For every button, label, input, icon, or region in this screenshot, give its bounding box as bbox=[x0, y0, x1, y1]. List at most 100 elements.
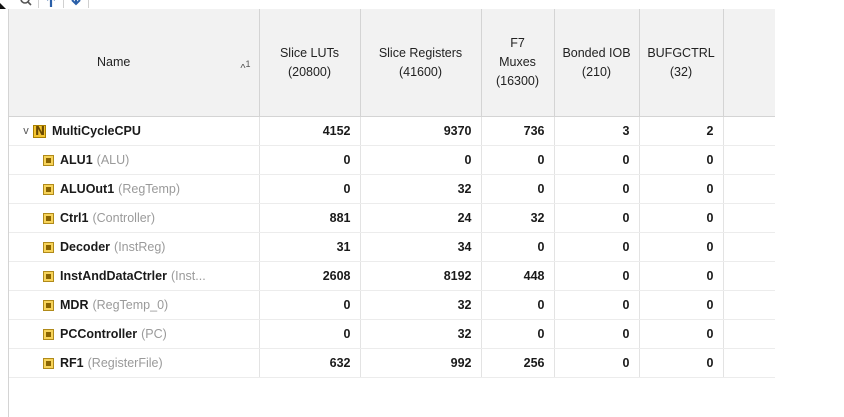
utilization-table-panel: Name ^1 Slice LUTs (20800) Slice Registe… bbox=[8, 9, 844, 417]
column-header-capacity: (41600) bbox=[398, 64, 443, 79]
instance-name: InstAndDataCtrler bbox=[60, 269, 167, 283]
module-icon bbox=[43, 357, 54, 369]
module-name: (RegTemp_0) bbox=[92, 298, 169, 312]
filler-cell bbox=[723, 348, 775, 378]
filler-cell bbox=[723, 174, 775, 204]
name-cell: Decoder (InstReg) bbox=[9, 232, 260, 262]
table-row[interactable]: InstAndDataCtrler (Inst... 2608 8192 448 0 0 bbox=[9, 261, 775, 291]
column-header-label: Slice Registers bbox=[378, 45, 463, 60]
table-row[interactable]: ALU1 (ALU) 0 0 0 0 0 bbox=[9, 145, 775, 175]
value-cell: 32 bbox=[360, 319, 482, 349]
module-icon bbox=[43, 183, 54, 195]
instance-name: PCController bbox=[60, 327, 138, 341]
module-name: (Controller) bbox=[92, 211, 155, 225]
name-cell: MDR (RegTemp_0) bbox=[9, 290, 260, 320]
header-row: Name ^1 Slice LUTs (20800) Slice Registe… bbox=[9, 9, 775, 117]
module-icon bbox=[43, 154, 54, 166]
value-cell: 0 bbox=[481, 145, 555, 175]
instance-name: MultiCycleCPU bbox=[52, 124, 141, 138]
instance-name: RF1 bbox=[60, 356, 84, 370]
value-cell: 8192 bbox=[360, 261, 482, 291]
instance-name: Decoder bbox=[60, 240, 111, 254]
value-cell: 24 bbox=[360, 203, 482, 233]
value-cell: 0 bbox=[554, 319, 640, 349]
value-cell: 0 bbox=[481, 319, 555, 349]
value-cell: 0 bbox=[639, 290, 724, 320]
column-header-label: Name bbox=[97, 55, 131, 69]
value-cell: 0 bbox=[639, 174, 724, 204]
filler-cell bbox=[723, 232, 775, 262]
value-cell: 2608 bbox=[259, 261, 361, 291]
value-cell: 32 bbox=[360, 174, 482, 204]
column-header-name[interactable]: Name ^1 bbox=[9, 9, 260, 117]
value-cell: 736 bbox=[481, 116, 555, 146]
name-cell: Ctrl1 (Controller) bbox=[9, 203, 260, 233]
column-header-f7-muxes[interactable]: F7 Muxes (16300) bbox=[481, 9, 555, 117]
column-header-slice-luts[interactable]: Slice LUTs (20800) bbox=[259, 9, 361, 117]
module-name: (PC) bbox=[141, 327, 167, 341]
table-row[interactable]: RF1 (RegisterFile) 632 992 256 0 0 bbox=[9, 348, 775, 378]
value-cell: 0 bbox=[639, 261, 724, 291]
column-header-label: Slice LUTs bbox=[279, 45, 340, 60]
instance-name: ALU1 bbox=[60, 153, 93, 167]
sort-down-icon[interactable] bbox=[68, 0, 84, 8]
name-cell: InstAndDataCtrler (Inst... bbox=[9, 261, 260, 291]
filler-cell bbox=[723, 261, 775, 291]
value-cell: 632 bbox=[259, 348, 361, 378]
column-header-bufgctrl[interactable]: BUFGCTRL (32) bbox=[639, 9, 724, 117]
module-name: (RegTemp) bbox=[118, 182, 180, 196]
value-cell: 0 bbox=[259, 174, 361, 204]
value-cell: 0 bbox=[554, 290, 640, 320]
value-cell: 4152 bbox=[259, 116, 361, 146]
module-icon bbox=[43, 270, 54, 282]
value-cell: 0 bbox=[481, 174, 555, 204]
value-cell: 0 bbox=[554, 174, 640, 204]
column-header-capacity: (20800) bbox=[287, 64, 332, 79]
table-row[interactable]: ALUOut1 (RegTemp) 0 32 0 0 0 bbox=[9, 174, 775, 204]
value-cell: 0 bbox=[481, 290, 555, 320]
value-cell: 0 bbox=[554, 261, 640, 291]
table-row[interactable]: Ctrl1 (Controller) 881 24 32 0 0 bbox=[9, 203, 775, 233]
name-cell: RF1 (RegisterFile) bbox=[9, 348, 260, 378]
column-header-slice-registers[interactable]: Slice Registers (41600) bbox=[360, 9, 482, 117]
module-name: (ALU) bbox=[96, 153, 130, 167]
column-header-label: F7 Muxes bbox=[499, 36, 536, 69]
value-cell: 0 bbox=[639, 145, 724, 175]
table-row[interactable]: MDR (RegTemp_0) 0 32 0 0 0 bbox=[9, 290, 775, 320]
sort-up-icon[interactable] bbox=[43, 0, 59, 8]
filler-cell bbox=[723, 145, 775, 175]
instance-name: MDR bbox=[60, 298, 89, 312]
table-row[interactable]: Decoder (InstReg) 31 34 0 0 0 bbox=[9, 232, 775, 262]
value-cell: 0 bbox=[481, 232, 555, 262]
value-cell: 0 bbox=[554, 232, 640, 262]
chevron-down-icon[interactable]: v bbox=[23, 125, 29, 137]
instance-name: ALUOut1 bbox=[60, 182, 115, 196]
name-cell: ALUOut1 (RegTemp) bbox=[9, 174, 260, 204]
column-header-capacity: (16300) bbox=[495, 74, 540, 88]
filler-cell bbox=[723, 290, 775, 320]
table-row-top[interactable]: v N MultiCycleCPU 4152 9370 736 3 2 bbox=[9, 116, 775, 146]
mouse-cursor bbox=[0, 3, 6, 9]
value-cell: 0 bbox=[639, 348, 724, 378]
column-header-label: BUFGCTRL bbox=[647, 45, 715, 60]
column-header-label: Bonded IOB bbox=[562, 45, 631, 60]
toolbar-separator bbox=[38, 0, 39, 8]
value-cell: 881 bbox=[259, 203, 361, 233]
name-cell: v N MultiCycleCPU bbox=[9, 116, 260, 146]
column-header-filler bbox=[723, 9, 775, 117]
value-cell: 0 bbox=[639, 319, 724, 349]
value-cell: 0 bbox=[554, 145, 640, 175]
search-icon[interactable] bbox=[18, 0, 34, 8]
table-row[interactable]: PCController (PC) 0 32 0 0 0 bbox=[9, 319, 775, 349]
value-cell: 31 bbox=[259, 232, 361, 262]
column-header-capacity: (32) bbox=[669, 64, 693, 79]
value-cell: 32 bbox=[360, 290, 482, 320]
column-header-bonded-iob[interactable]: Bonded IOB (210) bbox=[554, 9, 640, 117]
module-icon bbox=[43, 328, 54, 340]
value-cell: 0 bbox=[259, 290, 361, 320]
sort-ascending-indicator: ^1 bbox=[240, 59, 251, 75]
utilization-table: Name ^1 Slice LUTs (20800) Slice Registe… bbox=[9, 9, 775, 378]
module-name: (Inst... bbox=[170, 269, 206, 283]
module-name: (RegisterFile) bbox=[87, 356, 163, 370]
toolbar bbox=[0, 0, 844, 9]
